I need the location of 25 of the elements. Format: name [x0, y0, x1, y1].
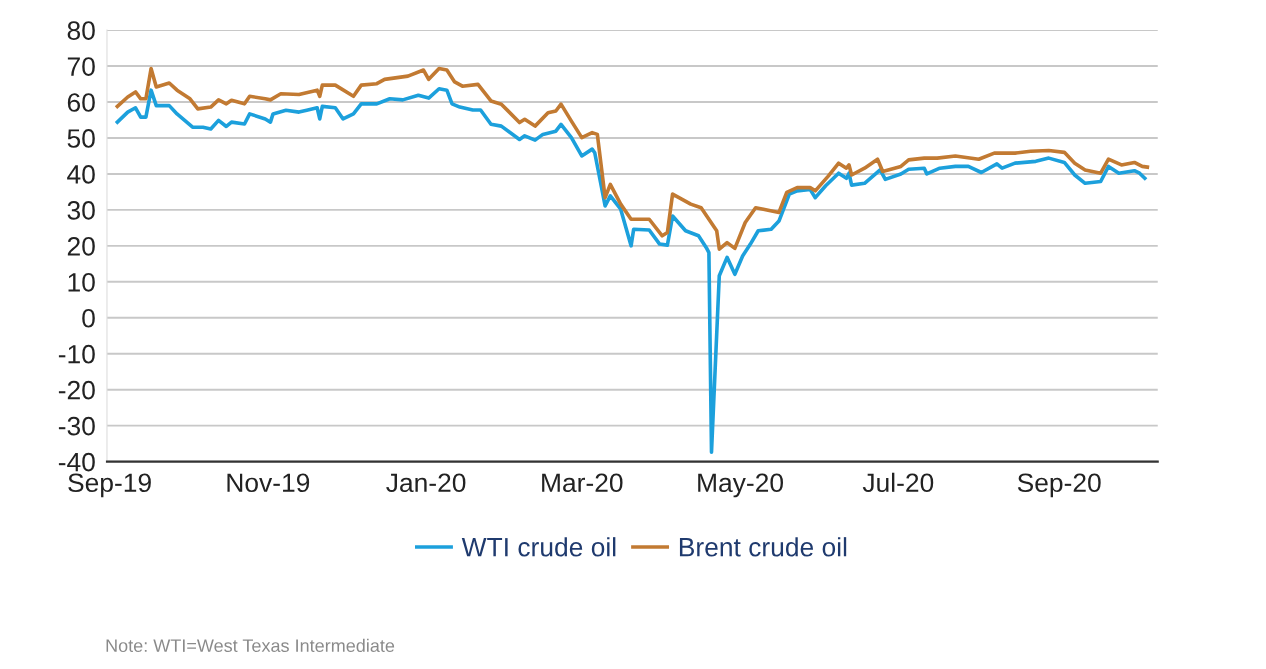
y-tick-label: -30	[58, 416, 95, 436]
y-tick-label: 0	[82, 308, 95, 328]
x-tick-label: Sep-19	[68, 473, 151, 498]
x-tick-label: Jan-20	[386, 473, 466, 493]
x-tick-label: May-20	[698, 473, 784, 498]
y-tick-label: 40	[67, 165, 95, 184]
legend-label: WTI crude oil	[461, 537, 616, 557]
y-tick-label: -20	[58, 380, 95, 400]
y-tick-label: 30	[67, 201, 95, 220]
x-tick-label: Sep-20	[1017, 473, 1101, 498]
y-tick-label: 10	[68, 272, 95, 292]
y-tick-label: 80	[67, 21, 95, 40]
y-tick-label: -40	[58, 452, 95, 472]
text: Note: WTI=West Texas Intermediate	[106, 638, 395, 653]
y-tick-label: -10	[58, 344, 95, 364]
y-tick-label: 60	[67, 93, 95, 112]
x-tick-label: Nov-19	[227, 473, 310, 493]
y-tick-label: 20	[67, 236, 95, 256]
y-tick-label: 50	[67, 129, 95, 148]
x-tick-label: Jul-20	[862, 472, 934, 493]
line-series	[115, 86, 1147, 455]
line-series	[115, 66, 1150, 251]
x-tick-label: Mar-20	[542, 473, 623, 493]
legend-label: Brent crude oil	[679, 537, 847, 557]
y-tick-label: 70	[67, 57, 95, 76]
